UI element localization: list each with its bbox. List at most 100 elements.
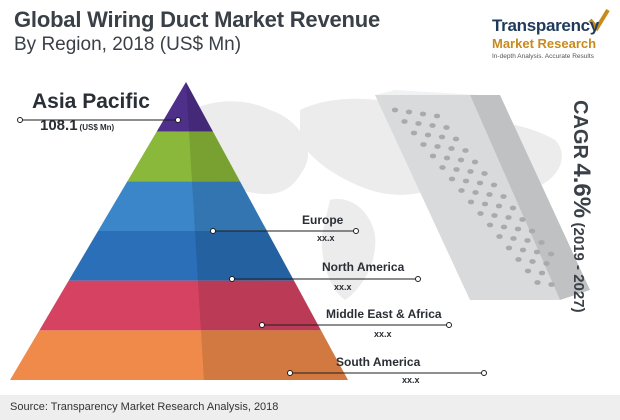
pyramid-chart — [10, 82, 348, 380]
wiring-duct-image — [375, 90, 590, 300]
leader-dot — [210, 228, 216, 234]
duct-hole — [419, 111, 427, 117]
pyramid-segment-shade — [197, 280, 321, 331]
duct-hole — [458, 188, 465, 193]
leader-dot — [415, 276, 421, 282]
leader-dot — [287, 370, 293, 376]
leader-dot — [481, 370, 487, 376]
duct-hole — [420, 142, 427, 147]
brand-name-line-1: Transparency — [492, 16, 599, 35]
duct-hole — [533, 249, 541, 255]
duct-hole — [438, 134, 446, 140]
duct-hole — [524, 238, 531, 243]
leader-dot — [446, 322, 452, 328]
duct-hole — [429, 123, 436, 128]
duct-hole — [467, 169, 474, 174]
duct-hole — [505, 245, 513, 251]
duct-hole — [462, 148, 469, 153]
title-line-1: Global Wiring Duct Market Revenue — [14, 7, 381, 32]
duct-hole — [538, 240, 545, 245]
duct-hole — [529, 259, 536, 264]
duct-hole — [443, 155, 451, 161]
pyramid-segment-middle-east-africa — [39, 280, 321, 331]
duct-hole — [448, 176, 456, 182]
region-value: xx.x — [334, 282, 352, 292]
brand-name-line-2: Market Research — [492, 36, 597, 51]
pyramid-segment-shade — [188, 131, 240, 182]
duct-hole — [471, 159, 479, 165]
duct-hole — [524, 268, 532, 274]
region-label: North America — [322, 260, 405, 274]
region-value: xx.x — [374, 329, 392, 339]
region-label: Europe — [302, 213, 344, 227]
duct-hole — [500, 194, 507, 199]
duct-hole — [481, 171, 488, 176]
duct-hole — [547, 251, 555, 257]
pyramid-segment-shade — [191, 181, 267, 231]
region-label: Asia Pacific — [32, 90, 150, 113]
duct-hole — [543, 261, 550, 266]
duct-hole — [510, 236, 517, 241]
pyramid-segment-shade — [200, 330, 348, 380]
pyramid-segment-band-1 — [127, 131, 240, 182]
cagr-period: (2019 - 2027) — [570, 222, 587, 313]
duct-hole — [410, 130, 418, 136]
duct-hole — [486, 192, 493, 197]
duct-hole — [528, 228, 536, 234]
duct-hole — [429, 153, 437, 159]
leader-dot — [259, 322, 265, 328]
pyramid-segment-north-america — [68, 231, 295, 281]
pyramid-segment-shade — [194, 231, 294, 281]
duct-hole — [439, 165, 446, 170]
duct-hole — [519, 247, 527, 253]
pyramid-segment-asia-pacific — [156, 82, 213, 132]
duct-hole — [491, 213, 498, 218]
region-value: xx.x — [402, 375, 420, 385]
duct-hole — [490, 182, 498, 188]
duct-hole — [538, 270, 546, 276]
source-text: Source: Transparency Market Research Ana… — [10, 401, 279, 413]
duct-hole — [481, 201, 489, 207]
region-label: South America — [336, 355, 421, 369]
cagr-block: CAGR 4.6% (2019 - 2027) — [568, 100, 610, 360]
duct-hole — [515, 257, 522, 262]
duct-hole — [434, 144, 441, 149]
duct-hole — [519, 217, 526, 222]
duct-hole — [476, 180, 484, 186]
duct-hole — [443, 125, 450, 130]
leader-dot — [175, 117, 181, 123]
duct-hole — [509, 205, 517, 211]
cagr-label: CAGR — [569, 100, 591, 159]
duct-hole — [477, 211, 484, 216]
duct-hole — [505, 215, 512, 220]
pyramid-segment-shade — [186, 82, 213, 132]
duct-hole — [415, 121, 422, 126]
region-value-unit: (US$ Mn) — [80, 123, 115, 132]
duct-hole — [391, 107, 399, 113]
duct-hole — [495, 203, 503, 209]
brand-logo: Transparency Market Research In-depth An… — [480, 6, 612, 64]
chart-title: Global Wiring Duct Market Revenue By Reg… — [14, 6, 380, 57]
leader-dot — [17, 117, 23, 123]
duct-hole — [457, 157, 465, 163]
duct-hole — [500, 224, 508, 230]
leader-dot — [353, 228, 359, 234]
leader-dot — [229, 276, 235, 282]
duct-hole — [462, 178, 470, 184]
cagr-value: 4.6% — [568, 163, 595, 219]
source-note: Source: Transparency Market Research Ana… — [0, 395, 620, 420]
pyramid-segment-south-america — [10, 330, 348, 380]
duct-hole — [424, 132, 432, 138]
duct-hole — [401, 119, 408, 124]
duct-hole — [486, 222, 494, 228]
duct-hole — [514, 226, 522, 232]
duct-hole — [433, 113, 441, 119]
duct-hole — [496, 234, 503, 239]
title-line-2: By Region, 2018 (US$ Mn) — [14, 34, 242, 55]
duct-hole — [405, 109, 413, 115]
duct-hole — [452, 136, 460, 142]
region-label: Middle East & Africa — [326, 307, 442, 321]
duct-hole — [548, 282, 555, 287]
duct-hole — [534, 280, 541, 285]
